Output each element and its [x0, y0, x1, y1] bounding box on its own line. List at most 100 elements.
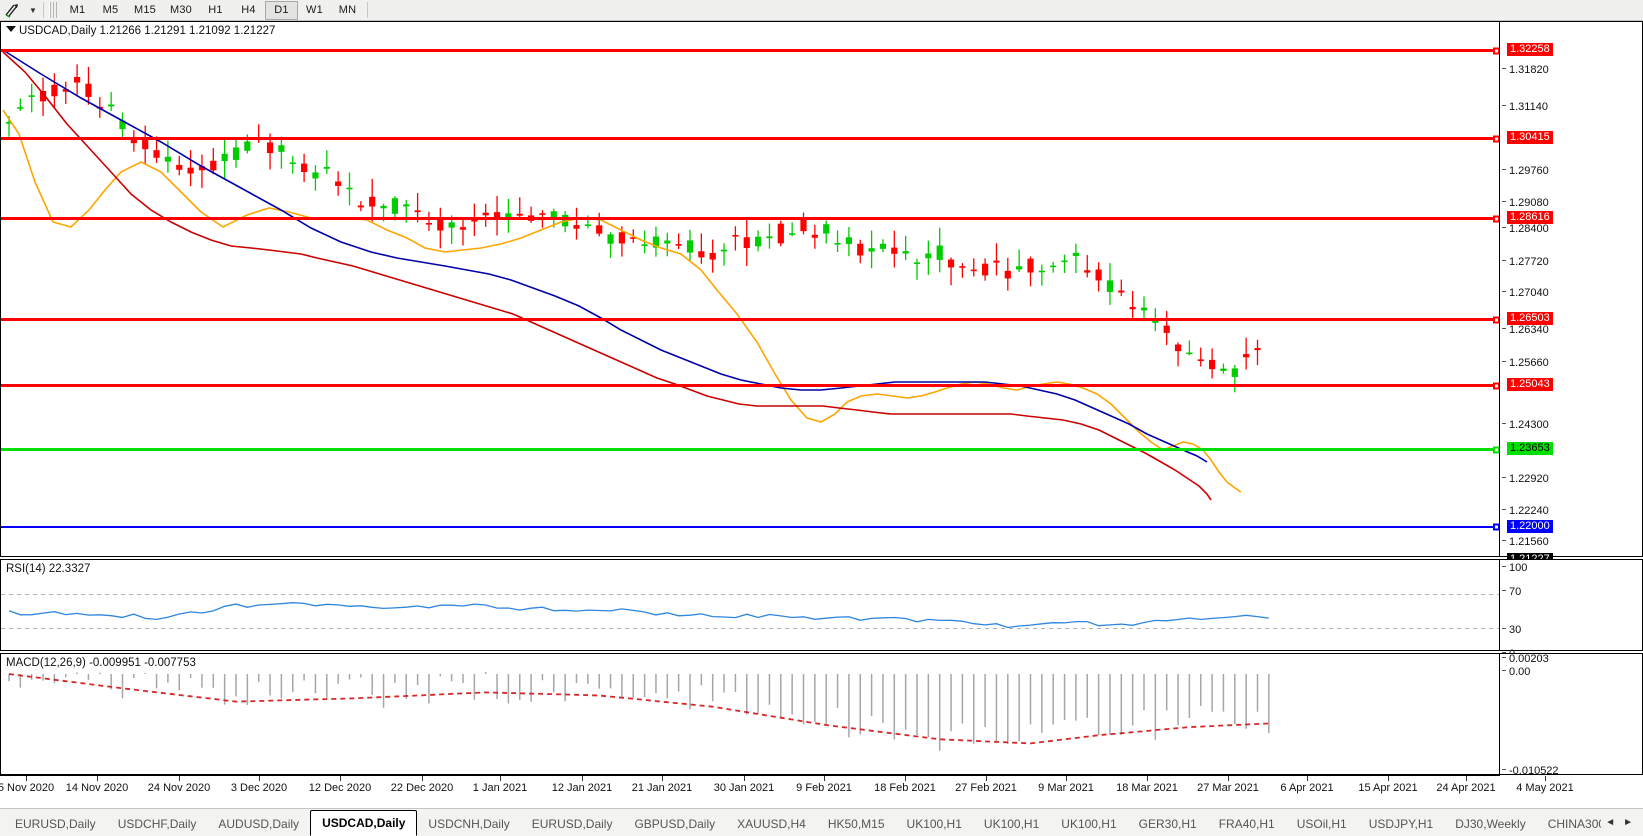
chart-tab-hk50-m15[interactable]: HK50,M15 [827, 817, 885, 831]
macd-histogram-and-signal [8, 672, 1270, 751]
rsi-pane[interactable]: RSI(14) 22.3327 10070300 [0, 559, 1643, 660]
crosshair-cursor-icon[interactable] [0, 0, 26, 20]
price-pane[interactable]: USDCAD,Daily 1.21266 1.21291 1.21092 1.2… [0, 21, 1643, 579]
chart-tab-eurusd-daily[interactable]: EURUSD,Daily [15, 817, 96, 831]
toolbar-divider [43, 2, 44, 18]
timeframe-button-w1[interactable]: W1 [306, 4, 323, 16]
time-tick [1066, 776, 1067, 781]
time-label: 27 Mar 2021 [1197, 782, 1259, 794]
chart-tab-gbpusd-daily[interactable]: GBPUSD,Daily [634, 817, 716, 831]
timeframe-button-group: M1 M5 M15 M30 H1 H4 D1 W1 MN [61, 0, 364, 20]
macd-scale[interactable]: 0.00203 0.00 -0.010522 [1499, 653, 1643, 777]
level-line-resistance-2[interactable] [1, 135, 1499, 142]
time-axis[interactable]: 5 Nov 2020 14 Nov 2020 24 Nov 2020 3 Dec 20… [0, 775, 1643, 808]
chart-area[interactable]: USDCAD,Daily 1.21266 1.21291 1.21092 1.2… [0, 21, 1643, 808]
price-tick: 1.31820 [1500, 64, 1643, 76]
price-tick: 1.25660 [1500, 357, 1643, 369]
toolbar: ▼ M1 M5 M15 M30 H1 H4 D1 W1 MN [0, 0, 1643, 21]
timeframe-button-m30[interactable]: M30 [170, 4, 192, 16]
time-label: 12 Jan 2021 [551, 782, 613, 794]
chart-tab-fra40-h1[interactable]: FRA40,H1 [1218, 817, 1275, 831]
price-tick: 1.29080 [1500, 197, 1643, 209]
chart-tab-usdchf-daily[interactable]: USDCHF,Daily [117, 817, 197, 831]
level-line-resistance-3[interactable] [1, 215, 1499, 222]
chart-tab-uk100-h1[interactable]: UK100,H1 [983, 817, 1040, 831]
tab-scroll-controls[interactable]: ◄ ► [1601, 808, 1643, 836]
macd-pane[interactable]: MACD(12,26,9) -0.009951 -0.007753 0.0020… [0, 653, 1643, 777]
toolbar-divider-end [367, 2, 368, 18]
rsi-tick: 70 [1500, 586, 1643, 598]
level-badge-resistance-5[interactable]: 1.25043 [1507, 378, 1553, 391]
timeframe-button-m15[interactable]: M15 [134, 4, 156, 16]
chevron-down-icon[interactable]: ▼ [29, 5, 37, 15]
price-tick: 1.27720 [1500, 256, 1643, 268]
chart-tab-usdcad-daily[interactable]: USDCAD,Daily [310, 810, 418, 836]
level-badge-support-blue[interactable]: 1.22000 [1507, 520, 1553, 533]
time-label: 9 Feb 2021 [796, 782, 852, 794]
chart-tab-ger30-h1[interactable]: GER30,H1 [1138, 817, 1197, 831]
rsi-plot[interactable]: RSI(14) 22.3327 [1, 560, 1499, 650]
macd-pane-header: MACD(12,26,9) -0.009951 -0.007753 [6, 657, 196, 669]
chart-tab-china300-h1[interactable]: CHINA300,H1 [1547, 817, 1601, 831]
timeframe-button-h1[interactable]: H1 [208, 4, 223, 16]
level-line-resistance-4[interactable] [1, 316, 1499, 323]
level-badge-resistance-1[interactable]: 1.32258 [1507, 43, 1553, 56]
price-tick: 1.31140 [1500, 101, 1643, 113]
level-line-resistance-1[interactable] [1, 47, 1499, 54]
time-axis-rule [0, 775, 1500, 776]
level-line-support-green[interactable] [1, 446, 1499, 453]
macd-tick: -0.010522 [1500, 765, 1643, 777]
price-scale[interactable]: 1.31820 1.31140 1.29760 1.29080 1.28400 1.277… [1499, 22, 1643, 579]
price-plot[interactable]: USDCAD,Daily 1.21266 1.21291 1.21092 1.2… [1, 22, 1499, 556]
chart-tab-usdcnh-daily[interactable]: USDCNH,Daily [428, 817, 510, 831]
chart-tab-uk100-h1[interactable]: UK100,H1 [1061, 817, 1117, 831]
chart-tab-dj30-weekly[interactable]: DJ30,Weekly [1455, 817, 1526, 831]
price-tick: 1.24300 [1500, 419, 1643, 431]
chart-tab-usdjpy-h1[interactable]: USDJPY,H1 [1368, 817, 1434, 831]
level-badge-resistance-2[interactable]: 1.30415 [1507, 131, 1553, 144]
timeframe-button-mn[interactable]: MN [338, 4, 357, 16]
time-tick [1545, 776, 1546, 781]
time-tick [905, 776, 906, 781]
rsi-pane-header: RSI(14) 22.3327 [6, 563, 91, 575]
level-badge-resistance-4[interactable]: 1.26503 [1507, 312, 1553, 325]
chart-tab-audusd-daily[interactable]: AUDUSD,Daily [218, 817, 300, 831]
time-tick [500, 776, 501, 781]
rsi-tick: 100 [1500, 562, 1643, 574]
toolbar-grip-handle[interactable] [49, 2, 58, 18]
level-line-support-blue[interactable] [1, 523, 1499, 531]
timeframe-button-d1[interactable]: D1 [265, 0, 298, 20]
price-pane-header: USDCAD,Daily 1.21266 1.21291 1.21092 1.2… [6, 25, 275, 37]
timeframe-button-h4[interactable]: H4 [241, 4, 256, 16]
symbol-arrow-icon [6, 26, 16, 32]
time-label: 18 Feb 2021 [874, 782, 936, 794]
macd-tick: 0.00 [1500, 666, 1643, 678]
chevron-right-icon[interactable]: ► [1623, 816, 1633, 828]
chevron-left-icon[interactable]: ◄ [1605, 816, 1616, 828]
timeframe-button-m5[interactable]: M5 [102, 4, 119, 16]
rsi-guide-30 [1, 628, 1499, 630]
macd-plot[interactable]: MACD(12,26,9) -0.009951 -0.007753 [1, 654, 1499, 774]
level-line-resistance-5[interactable] [1, 382, 1499, 389]
chart-tab-xauusd-h4[interactable]: XAUUSD,H4 [737, 817, 806, 831]
level-badge-resistance-3[interactable]: 1.28616 [1507, 211, 1553, 224]
time-label: 27 Feb 2021 [955, 782, 1017, 794]
price-tick: 1.22240 [1500, 505, 1643, 517]
price-tick: 1.22920 [1500, 473, 1643, 485]
time-label: 3 Dec 2020 [230, 782, 288, 794]
chart-tabbar[interactable]: EURUSD,Daily USDCHF,Daily AUDUSD,Daily USDC… [0, 808, 1643, 836]
time-label: 5 Nov 2020 [0, 782, 55, 794]
chart-tab-uk100-h1[interactable]: UK100,H1 [906, 817, 962, 831]
time-tick [582, 776, 583, 781]
time-tick [1228, 776, 1229, 781]
time-tick [744, 776, 745, 781]
rsi-scale[interactable]: 10070300 [1499, 560, 1643, 660]
chart-tab-usoil-h1[interactable]: USOil,H1 [1296, 817, 1347, 831]
time-label: 24 Nov 2020 [147, 782, 211, 794]
timeframe-button-m1[interactable]: M1 [69, 4, 86, 16]
chart-tab-eurusd-daily[interactable]: EURUSD,Daily [531, 817, 613, 831]
level-badge-support-green[interactable]: 1.23653 [1507, 442, 1553, 455]
price-tick: 1.27040 [1500, 287, 1643, 299]
rsi-guide-70 [1, 593, 1499, 595]
